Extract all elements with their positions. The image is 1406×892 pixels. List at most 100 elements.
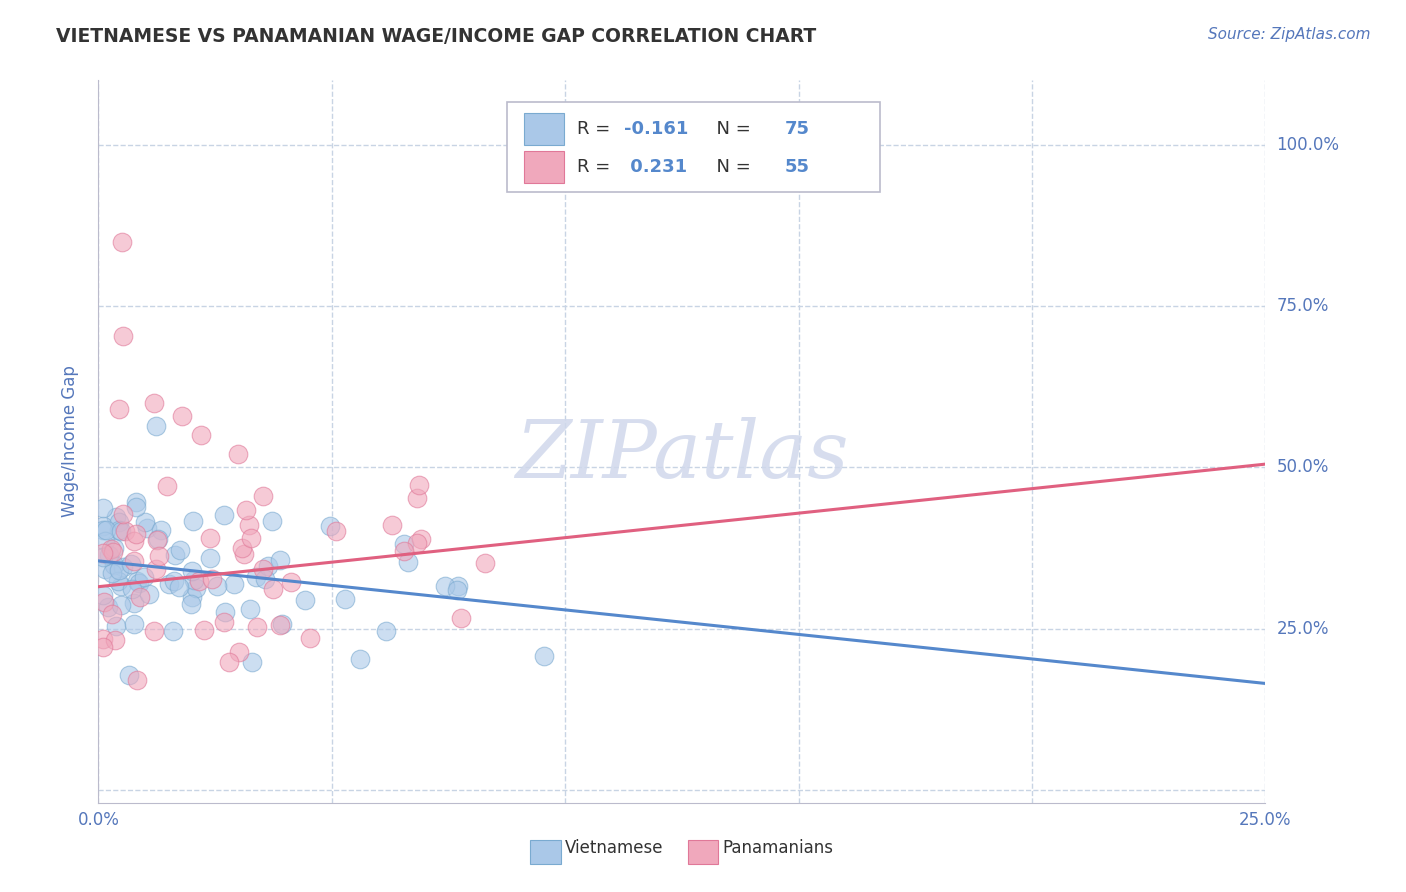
Text: 75.0%: 75.0% bbox=[1277, 297, 1329, 315]
Point bbox=[143, 396, 166, 410]
Point bbox=[333, 592, 356, 607]
Point bbox=[218, 655, 240, 669]
Text: 55: 55 bbox=[785, 158, 810, 176]
Point bbox=[107, 574, 129, 588]
Point bbox=[135, 521, 157, 535]
Point bbox=[91, 588, 114, 602]
Text: N =: N = bbox=[706, 158, 756, 176]
FancyBboxPatch shape bbox=[524, 151, 564, 183]
Point bbox=[110, 524, 132, 538]
Point bbox=[232, 547, 254, 561]
Point bbox=[96, 523, 118, 537]
Point bbox=[91, 519, 114, 533]
Point bbox=[145, 418, 167, 433]
Point bbox=[450, 611, 472, 625]
Point bbox=[222, 576, 245, 591]
Point bbox=[181, 590, 204, 604]
Point bbox=[121, 582, 143, 596]
Point bbox=[270, 616, 292, 631]
Point bbox=[381, 517, 404, 532]
Point bbox=[101, 566, 124, 580]
Text: Panamanians: Panamanians bbox=[723, 838, 834, 856]
Point bbox=[239, 531, 262, 545]
Point bbox=[163, 548, 186, 562]
Point bbox=[129, 590, 152, 604]
Point bbox=[124, 554, 146, 568]
Point bbox=[181, 565, 204, 579]
Point bbox=[198, 531, 221, 545]
Point bbox=[104, 509, 127, 524]
Point bbox=[91, 523, 114, 537]
Point bbox=[240, 655, 263, 669]
Point bbox=[103, 545, 125, 559]
Point bbox=[228, 447, 250, 461]
Point bbox=[375, 624, 398, 638]
Point bbox=[91, 546, 114, 560]
Text: 100.0%: 100.0% bbox=[1277, 136, 1340, 153]
Point bbox=[245, 569, 267, 583]
Point bbox=[214, 605, 236, 619]
Point bbox=[392, 544, 415, 558]
Point bbox=[257, 558, 280, 573]
Point bbox=[97, 599, 120, 614]
Point bbox=[411, 532, 433, 546]
Point bbox=[149, 523, 172, 537]
Point bbox=[169, 543, 191, 558]
Point bbox=[111, 559, 134, 574]
Point bbox=[127, 673, 149, 688]
Point bbox=[148, 549, 170, 563]
Point bbox=[392, 537, 415, 551]
Point bbox=[406, 536, 429, 550]
Point bbox=[198, 551, 221, 566]
Point bbox=[91, 500, 114, 515]
Point bbox=[187, 574, 209, 588]
Point bbox=[228, 645, 250, 659]
Text: 75: 75 bbox=[785, 120, 810, 137]
Point bbox=[108, 523, 131, 537]
Point bbox=[183, 573, 205, 587]
Point bbox=[108, 402, 131, 417]
Point bbox=[142, 624, 165, 638]
Point bbox=[349, 651, 371, 665]
Point bbox=[91, 632, 114, 646]
Point bbox=[269, 553, 291, 567]
Text: 50.0%: 50.0% bbox=[1277, 458, 1329, 476]
Text: -0.161: -0.161 bbox=[623, 120, 688, 137]
Point bbox=[145, 562, 167, 576]
Point bbox=[193, 624, 215, 638]
Point bbox=[134, 515, 156, 529]
Point bbox=[93, 595, 115, 609]
Point bbox=[433, 579, 456, 593]
Point bbox=[239, 602, 262, 616]
Point bbox=[132, 569, 155, 583]
Point bbox=[474, 556, 496, 570]
Point bbox=[190, 428, 212, 442]
Point bbox=[294, 592, 316, 607]
Point bbox=[111, 328, 134, 343]
Point bbox=[124, 495, 146, 509]
Point bbox=[122, 596, 145, 610]
Point bbox=[299, 631, 322, 645]
Point bbox=[201, 573, 224, 587]
Y-axis label: Wage/Income Gap: Wage/Income Gap bbox=[60, 366, 79, 517]
Point bbox=[162, 624, 184, 639]
Point bbox=[325, 524, 347, 538]
Point bbox=[94, 533, 117, 548]
Text: 25.0%: 25.0% bbox=[1277, 620, 1329, 638]
Point bbox=[252, 489, 274, 503]
Point bbox=[172, 409, 194, 423]
Point bbox=[262, 582, 284, 596]
Point bbox=[180, 597, 202, 611]
Point bbox=[103, 558, 125, 572]
Point bbox=[120, 557, 142, 571]
Text: Vietnamese: Vietnamese bbox=[565, 838, 664, 856]
Point bbox=[118, 668, 141, 682]
Point bbox=[157, 576, 180, 591]
Point bbox=[98, 548, 121, 562]
Point bbox=[103, 541, 125, 556]
Point bbox=[156, 479, 179, 493]
Point bbox=[104, 633, 127, 648]
Point bbox=[318, 519, 340, 533]
Point bbox=[125, 500, 148, 515]
Point bbox=[406, 491, 429, 505]
